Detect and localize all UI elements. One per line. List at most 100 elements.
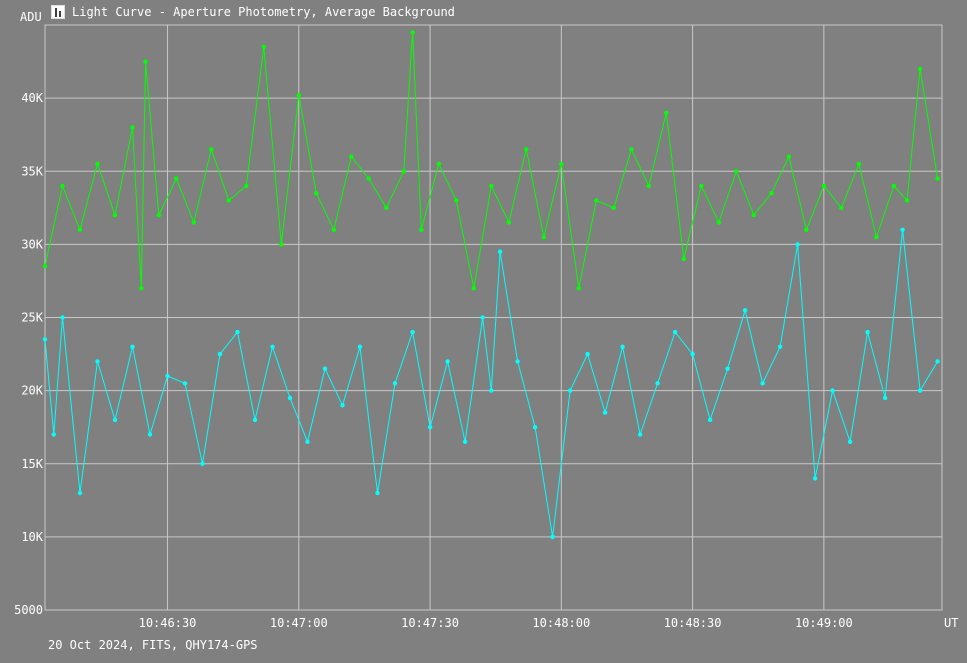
data-point	[716, 220, 721, 225]
data-point	[60, 315, 65, 320]
data-point	[874, 234, 879, 240]
data-point	[314, 191, 319, 196]
data-point	[620, 344, 625, 349]
data-point	[865, 329, 870, 335]
data-point	[279, 242, 284, 247]
x-tick-label: 10:49:00	[795, 616, 853, 630]
data-point	[760, 381, 765, 386]
data-point	[489, 388, 494, 393]
window-title: Light Curve - Aperture Photometry, Avera…	[72, 5, 455, 19]
data-point	[904, 198, 910, 203]
series-2	[42, 227, 940, 540]
data-point	[655, 381, 660, 386]
data-point	[602, 410, 608, 415]
data-point	[804, 227, 809, 232]
data-point	[917, 66, 923, 72]
data-point	[156, 212, 161, 218]
data-point	[331, 227, 336, 232]
data-point	[882, 395, 888, 401]
data-point	[672, 329, 678, 335]
data-point	[143, 59, 148, 64]
data-point	[261, 44, 266, 50]
data-point	[847, 439, 853, 444]
data-point	[305, 439, 310, 444]
data-point	[392, 381, 398, 386]
data-point	[567, 388, 573, 393]
data-point	[690, 351, 695, 357]
x-tick-label: 10:47:30	[401, 616, 459, 630]
data-point	[795, 242, 800, 247]
data-point	[891, 183, 897, 189]
data-point	[725, 366, 730, 371]
data-point	[480, 315, 485, 320]
data-point	[454, 198, 459, 203]
data-point	[182, 381, 188, 386]
data-point	[244, 183, 249, 189]
data-point	[77, 227, 83, 232]
data-point	[769, 191, 774, 196]
data-point	[95, 161, 100, 167]
data-point	[462, 439, 468, 444]
data-point	[174, 176, 179, 181]
data-point	[629, 147, 634, 152]
data-point	[191, 220, 196, 225]
data-point	[550, 534, 555, 540]
y-tick-label: 30K	[21, 237, 43, 251]
data-point	[427, 425, 433, 430]
data-point	[812, 476, 818, 481]
data-point	[839, 205, 844, 210]
x-tick-label: 10:47:00	[270, 616, 328, 630]
y-axis-label: ADU	[20, 10, 42, 24]
data-point	[366, 176, 371, 181]
data-point	[252, 417, 258, 423]
x-tick-label: 10:48:00	[532, 616, 590, 630]
data-point	[489, 183, 494, 189]
data-point	[401, 169, 406, 174]
data-point	[357, 344, 363, 349]
data-point	[349, 154, 354, 159]
data-point	[42, 264, 48, 269]
data-point	[751, 212, 756, 218]
data-point	[445, 359, 450, 364]
data-point	[226, 198, 231, 203]
data-point	[471, 286, 476, 291]
data-point	[419, 227, 424, 232]
data-point	[436, 161, 441, 167]
axes: ADU UT	[20, 10, 958, 630]
data-point	[51, 432, 56, 437]
y-tick-label: 40K	[21, 91, 43, 105]
window-title-bar: Light Curve - Aperture Photometry, Avera…	[51, 3, 455, 21]
data-point	[830, 388, 835, 393]
data-point	[777, 344, 783, 349]
data-point	[235, 329, 240, 335]
data-point	[200, 461, 205, 466]
data-point	[296, 93, 301, 98]
data-point	[112, 212, 118, 218]
y-tick-label: 5000	[14, 603, 43, 617]
data-point	[287, 395, 293, 401]
data-point	[646, 183, 651, 189]
data-point	[786, 154, 792, 159]
data-point	[130, 344, 135, 349]
y-tick-label: 25K	[21, 311, 43, 325]
data-point	[384, 205, 389, 210]
data-point	[322, 366, 328, 371]
data-point	[506, 220, 511, 225]
data-point	[532, 425, 538, 430]
data-point	[95, 359, 100, 364]
data-point	[917, 388, 923, 393]
series-layer	[42, 30, 940, 540]
data-point	[410, 329, 415, 335]
x-axis-label: UT	[944, 616, 958, 630]
x-tick-label: 10:46:30	[139, 616, 197, 630]
data-point	[559, 161, 564, 167]
data-point	[410, 30, 415, 35]
data-point	[821, 183, 827, 189]
data-point	[576, 286, 581, 291]
y-tick-label: 35K	[21, 164, 43, 178]
chart-icon[interactable]	[51, 5, 65, 19]
data-point	[165, 373, 170, 379]
y-tick-label: 20K	[21, 384, 43, 398]
data-point	[594, 198, 599, 203]
